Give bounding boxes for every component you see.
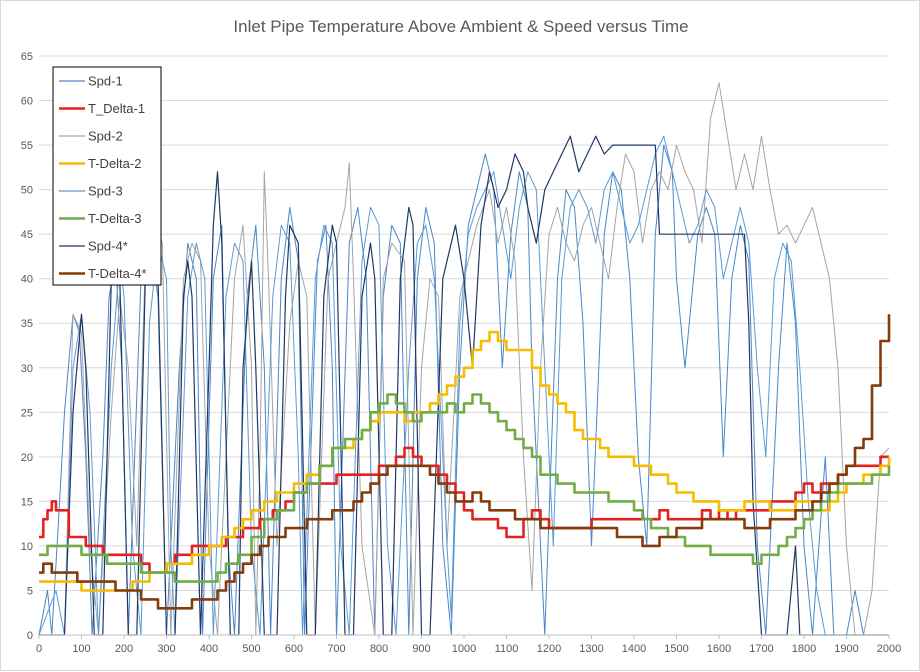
x-tick-label: 1500 xyxy=(664,643,688,655)
grid-layer xyxy=(39,55,889,636)
series-line-t-delta-2 xyxy=(39,330,891,592)
y-tick-label: 50 xyxy=(21,185,33,197)
x-tick-label: 0 xyxy=(36,643,42,655)
y-tick-label: 25 xyxy=(21,407,33,419)
x-tick-label: 600 xyxy=(285,643,303,655)
series-line-spd-3 xyxy=(38,135,889,636)
x-tick-label: 200 xyxy=(115,643,133,655)
chart-title: Inlet Pipe Temperature Above Ambient & S… xyxy=(233,17,689,36)
x-tick-label: 1900 xyxy=(834,643,858,655)
x-tick-label: 1200 xyxy=(537,643,561,655)
legend-entry: Spd-2 xyxy=(88,129,123,144)
series-line-spd-2 xyxy=(39,82,890,636)
series-layer xyxy=(38,82,891,636)
x-tick-label: 1300 xyxy=(579,643,603,655)
y-tick-label: 10 xyxy=(21,541,33,553)
y-tick-label: 35 xyxy=(21,318,33,330)
legend-entry: T-Delta-3 xyxy=(88,211,141,226)
series-line-spd-4- xyxy=(39,135,889,636)
x-tick-label: 1100 xyxy=(495,643,519,655)
y-tick-label: 5 xyxy=(27,585,33,597)
x-tick-label: 1400 xyxy=(622,643,646,655)
legend-entry: T-Delta-4* xyxy=(88,266,147,281)
x-tick-label: 300 xyxy=(157,643,175,655)
x-tick-label: 1700 xyxy=(749,643,773,655)
legend-entry: Spd-4* xyxy=(88,239,128,254)
x-tick-label: 500 xyxy=(242,643,260,655)
y-tick-label: 20 xyxy=(21,452,33,464)
x-tick-label: 900 xyxy=(412,643,430,655)
legend-entry: Spd-1 xyxy=(88,74,123,89)
y-tick-label: 30 xyxy=(21,363,33,375)
legend-entry: Spd-3 xyxy=(88,184,123,199)
legend-entry: T-Delta-2 xyxy=(88,156,141,171)
x-tick-label: 100 xyxy=(72,643,90,655)
y-tick-label: 60 xyxy=(21,96,33,108)
series-line-t-delta-4- xyxy=(39,314,891,610)
legend: Spd-1 T_Delta-1 Spd-2 T-Delta-2 Spd-3 T-Delta… xyxy=(52,66,162,286)
x-tick-label: 700 xyxy=(327,643,345,655)
y-tick-label: 55 xyxy=(21,140,33,152)
x-tick-label: 1000 xyxy=(452,643,476,655)
y-tick-label: 40 xyxy=(21,274,33,286)
y-tick-label: 45 xyxy=(21,229,33,241)
y-tick-label: 15 xyxy=(21,496,33,508)
y-tick-label: 0 xyxy=(27,630,33,642)
x-tick-label: 1800 xyxy=(792,643,816,655)
legend-box xyxy=(52,66,162,286)
x-tick-label: 2000 xyxy=(877,643,901,655)
x-tick-label: 800 xyxy=(370,643,388,655)
y-tick-label: 65 xyxy=(21,51,33,63)
x-tick-label: 1600 xyxy=(707,643,731,655)
legend-entry: T_Delta-1 xyxy=(88,101,145,116)
x-tick-label: 400 xyxy=(200,643,218,655)
axis-layer: 0 5 10 15 20 25 30 35 40 45 50 55 60 65 0 100 200 300 400 5… xyxy=(21,51,901,655)
